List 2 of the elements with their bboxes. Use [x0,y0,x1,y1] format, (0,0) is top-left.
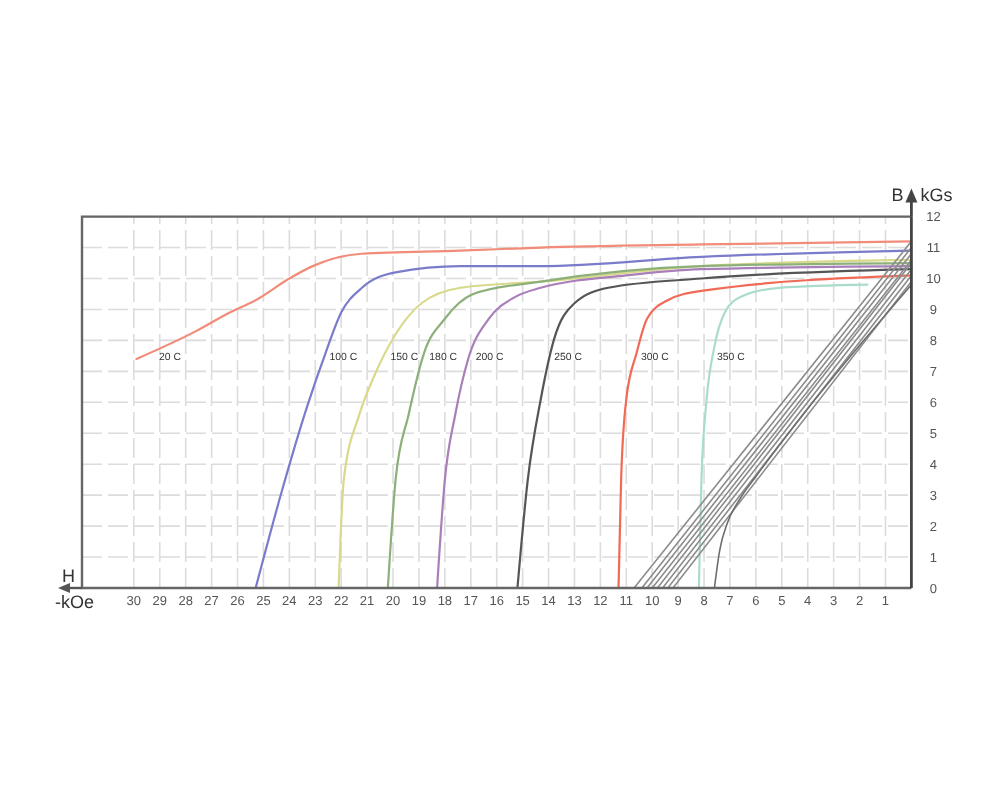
x-axis-title: H -kOe [50,566,95,612]
y-axis-title: B kGs [891,184,954,205]
